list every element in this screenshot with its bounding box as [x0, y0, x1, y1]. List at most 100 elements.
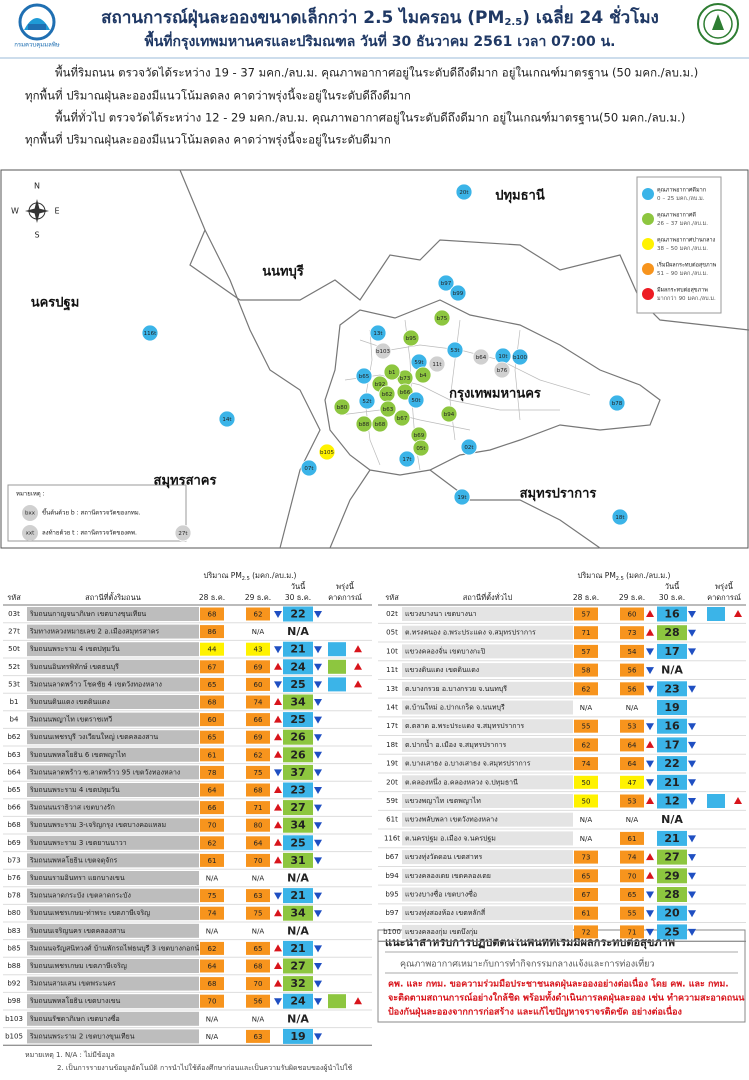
pm-value: 23 — [290, 784, 305, 797]
station-code: 50t — [8, 645, 20, 653]
trend-up — [274, 715, 282, 723]
pm-value: 21 — [664, 832, 679, 845]
value-cell — [574, 663, 598, 677]
trend-down — [646, 910, 654, 918]
station-name: ต.บ้านใหม่ อ.ปากเกร็ด จ.นนทบุรี — [405, 703, 505, 712]
advice-box: แนะนำสำหรับการปฏิบัติตนในพื้นที่ที่เริ่ม… — [377, 929, 746, 1023]
name-cell — [27, 607, 199, 621]
pm-value: 64 — [208, 963, 217, 971]
pm-value: 66 — [208, 804, 217, 812]
value-cell — [246, 642, 270, 656]
station-label: b69 — [414, 433, 425, 439]
pm-value: 63 — [254, 1033, 263, 1041]
trend-down — [314, 839, 322, 847]
station-code: 13t — [386, 685, 398, 693]
value-cell — [657, 868, 687, 884]
summary-line: ทุกพื้นที่ ปริมาณฝุ่นละอองมีแนวโน้มลดลง … — [25, 132, 391, 147]
station-name: ริมถนนพระราม 3 เขตยานนาวา — [30, 839, 127, 847]
station-label: 07t — [304, 466, 314, 472]
pm-value: 17 — [664, 645, 679, 658]
name-cell — [402, 887, 573, 902]
value-cell — [283, 817, 313, 833]
pm-value: 74 — [628, 854, 637, 862]
name-cell — [402, 737, 573, 752]
legend-range-part: มคก./ลบ.ม. — [680, 246, 708, 252]
name-cell — [27, 783, 199, 797]
trend-down — [646, 779, 654, 787]
map: N E S W ปทุมธานีนนทบุรีนครปฐมกรุงเทพมหานครสม… — [0, 169, 749, 549]
value-cell — [657, 793, 687, 809]
pm-value: 64 — [628, 760, 637, 768]
footnote: 2. เป็นการรายงานข้อมูลอัตโนมัติ การนำไปใ… — [57, 1063, 353, 1072]
trend-down — [314, 804, 322, 812]
pm-value: 75 — [254, 910, 263, 918]
legend-range-part: – — [666, 271, 669, 277]
compass — [25, 199, 49, 223]
trend-down — [688, 928, 696, 936]
legend-range-part: – — [663, 196, 666, 202]
trend-up — [274, 979, 282, 987]
pm-value: 78 — [208, 769, 217, 777]
value-cell — [574, 775, 598, 789]
legend-range-part: มากกว่า — [657, 296, 677, 302]
trend-down — [314, 822, 322, 830]
pm-value: N/A — [580, 816, 593, 824]
value-cell — [283, 641, 313, 657]
pm-value: N/A — [206, 1015, 219, 1023]
station-label: b62 — [382, 392, 393, 398]
trend-up — [646, 610, 654, 617]
name-cell — [402, 700, 573, 715]
trend-down — [646, 760, 654, 768]
station-label: 116t — [144, 331, 157, 337]
station-marker — [440, 405, 458, 423]
station-code: b97 — [385, 909, 398, 917]
station-marker — [460, 438, 478, 456]
pm-value: 68 — [208, 699, 217, 707]
compass-letter: E — [54, 207, 59, 216]
pm-value: 61 — [628, 835, 637, 843]
station-name: ริมถนนพระราม 4 เขตปทุมวัน — [30, 645, 120, 653]
value-cell — [657, 756, 687, 772]
station-label: b75 — [437, 316, 448, 322]
trend-down — [688, 611, 696, 618]
pm-value: 56 — [254, 998, 263, 1006]
value-cell — [574, 644, 598, 658]
value-cell — [620, 850, 644, 864]
legend-range-part: 51 — [657, 271, 664, 277]
station-marker — [379, 400, 397, 418]
pm-value: 26 — [290, 748, 306, 761]
pm-value: 69 — [254, 734, 263, 742]
pm-value: N/A — [287, 924, 309, 937]
station-marker — [383, 363, 401, 381]
forecast-cell — [328, 677, 346, 692]
station-marker — [355, 415, 373, 433]
station-label: 27t — [178, 531, 188, 537]
trend-up — [274, 856, 282, 864]
station-code: 61t — [386, 816, 398, 824]
station-code: b85 — [7, 944, 20, 952]
value-cell — [200, 889, 224, 903]
pm-value: 60 — [208, 716, 217, 724]
legend-title: คุณภาพอากาศดี — [657, 212, 696, 219]
station-label: b78 — [612, 401, 623, 407]
station-marker — [437, 274, 455, 292]
station-code: b66 — [7, 804, 21, 812]
name-cell — [27, 800, 199, 815]
station-marker — [433, 309, 451, 327]
station-marker — [446, 341, 464, 359]
station-code: b94 — [385, 872, 399, 880]
value-cell — [574, 682, 598, 696]
name-cell — [402, 681, 573, 696]
station-label: b97 — [441, 281, 452, 287]
pm-value: 20 — [664, 907, 680, 920]
value-cell — [246, 836, 270, 850]
pm-value: N/A — [287, 1012, 309, 1025]
station-code: b103 — [5, 1015, 23, 1023]
name-cell — [402, 850, 573, 865]
station-marker — [218, 410, 236, 428]
pm-value: 60 — [628, 611, 637, 619]
station-marker — [428, 355, 446, 373]
value-cell — [246, 765, 270, 779]
pm-value: 56 — [628, 667, 637, 675]
trend-up — [354, 997, 362, 1005]
